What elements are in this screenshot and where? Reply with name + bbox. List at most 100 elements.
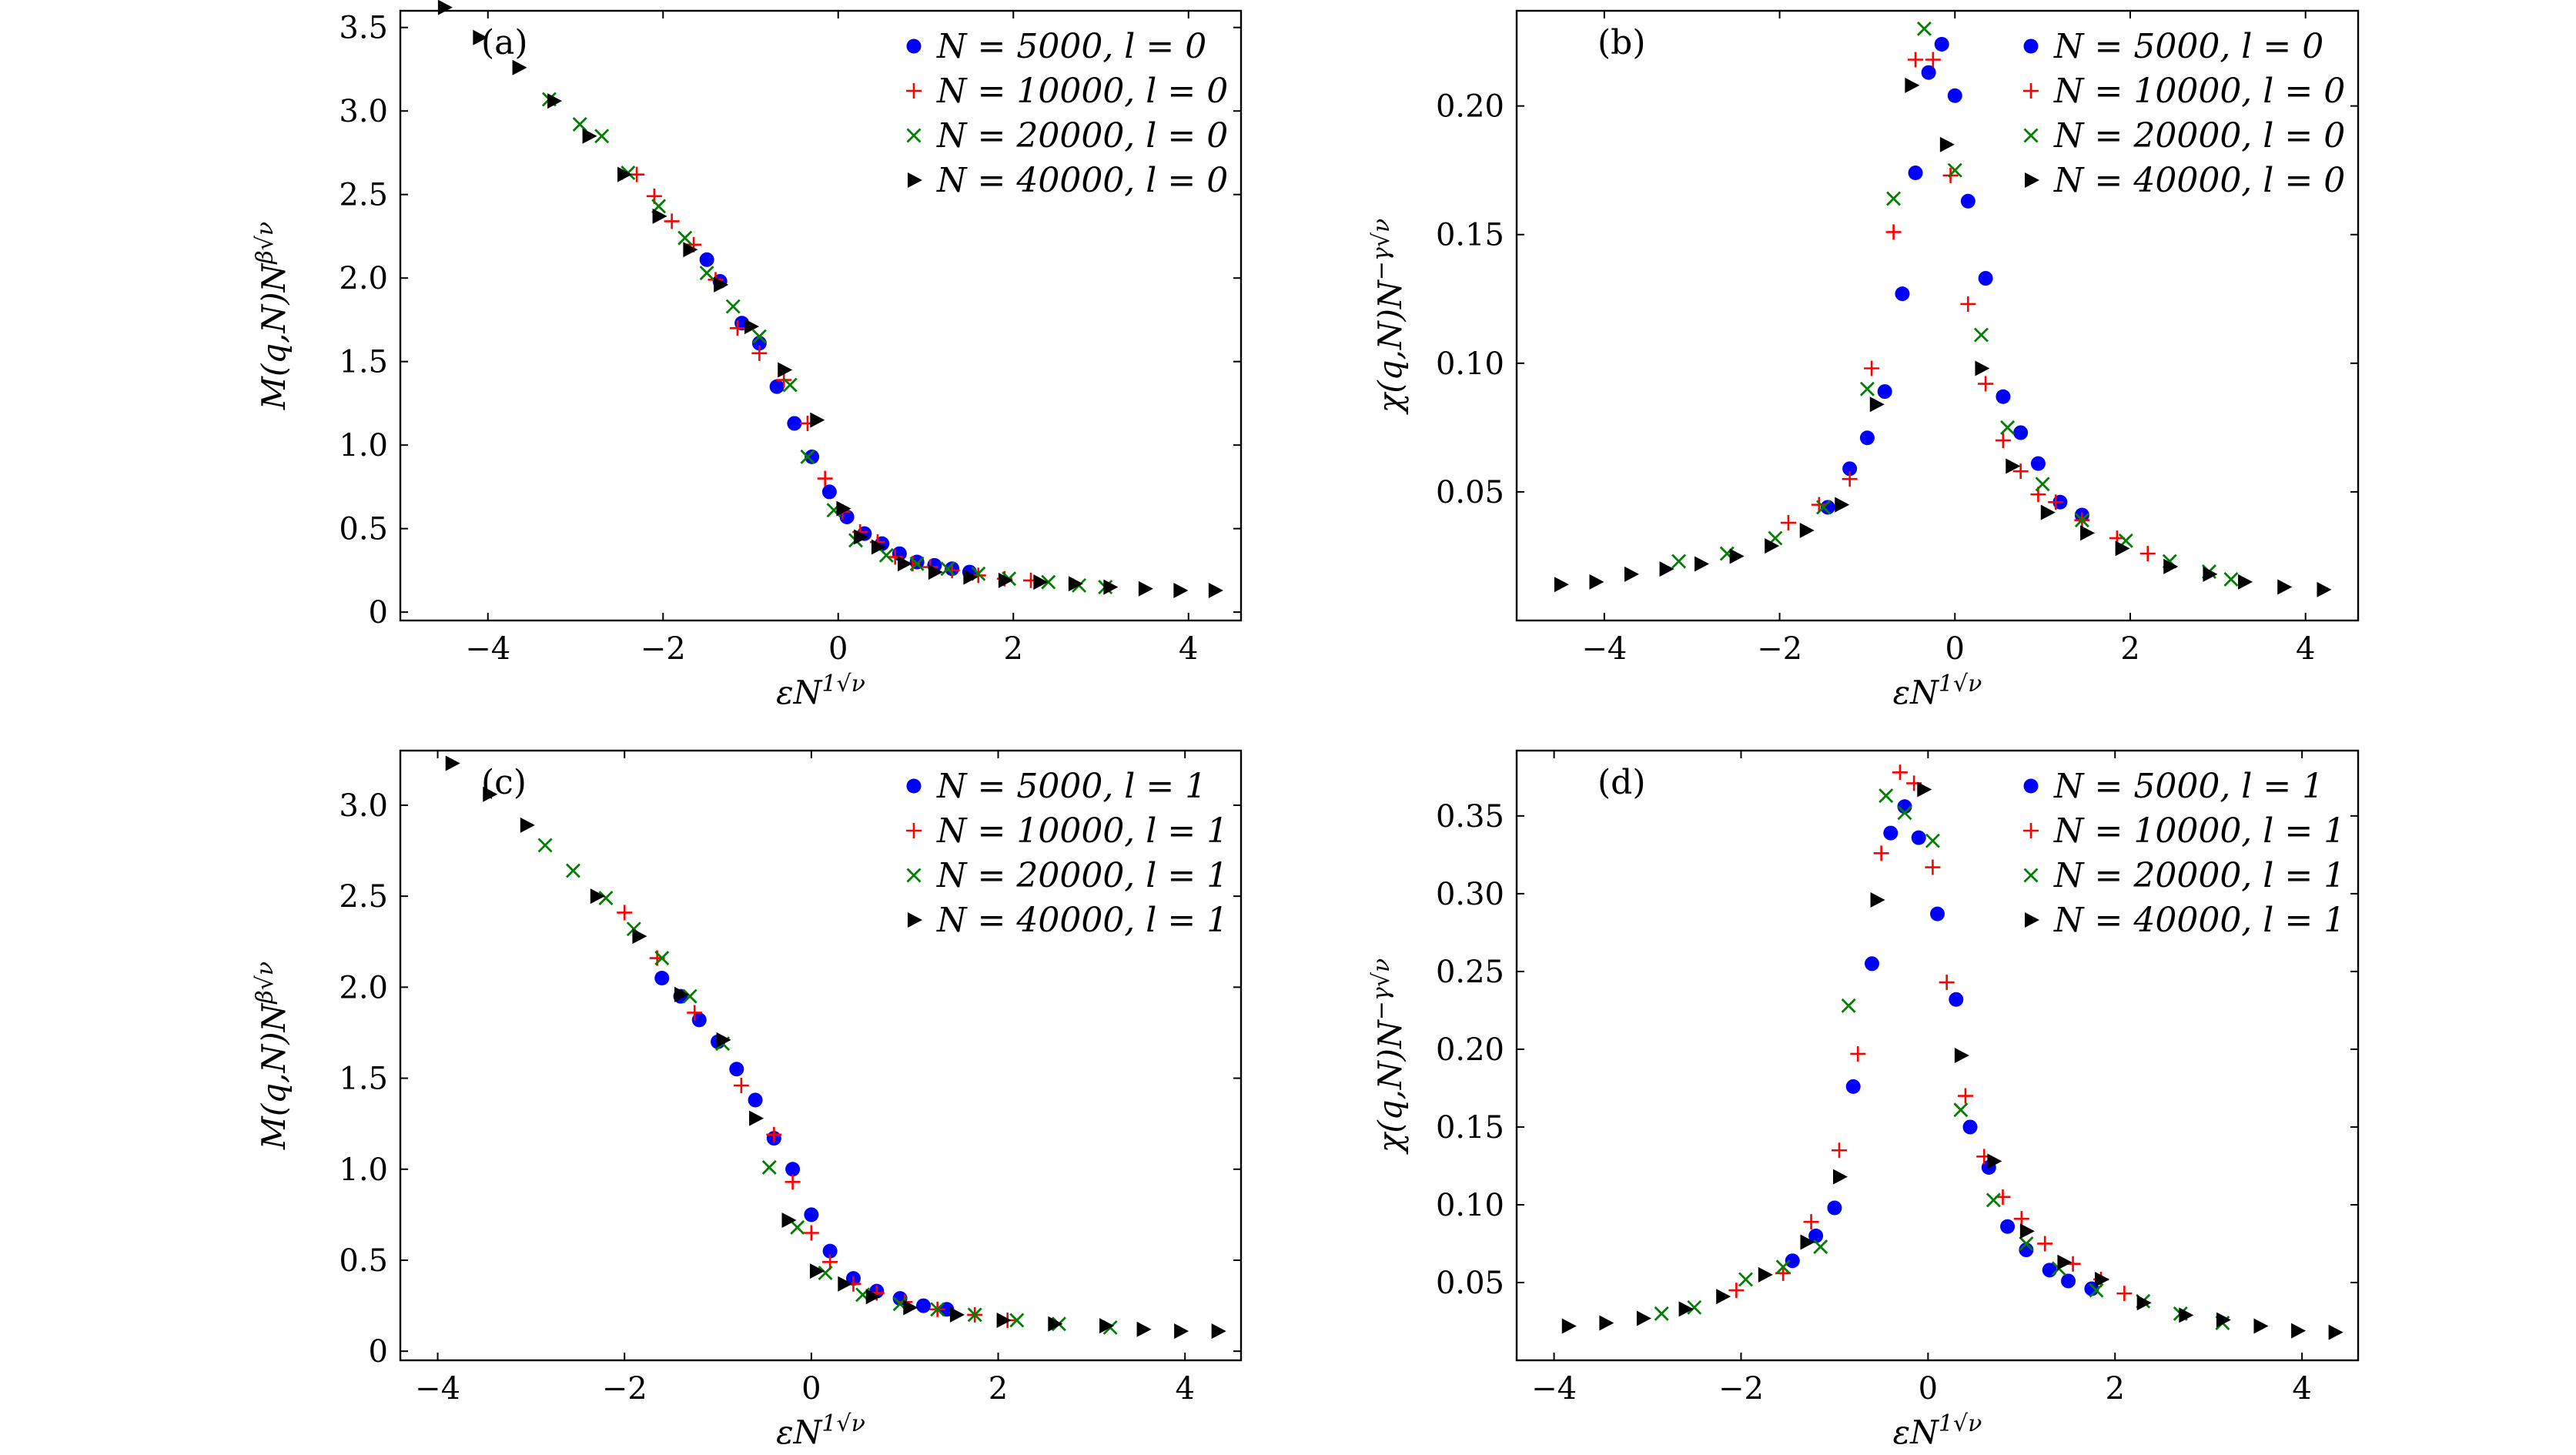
data-point	[1869, 396, 1885, 413]
data-point	[512, 59, 527, 75]
data-point	[1099, 1318, 1115, 1334]
data-point	[1775, 1259, 1791, 1275]
x-tick-label: 0	[1945, 631, 1965, 667]
x-tick-label: 0	[801, 1371, 821, 1406]
data-point	[682, 988, 698, 1004]
legend-label: N = 40000, l = 1	[936, 901, 1228, 940]
legend-marker	[908, 172, 922, 188]
data-point	[699, 252, 714, 267]
data-point	[699, 266, 714, 281]
y-tick-label: 2.0	[339, 261, 388, 296]
x-tick-label: 0	[828, 631, 848, 667]
legend-label: N = 10000, l = 0	[2053, 72, 2345, 111]
data-point	[805, 449, 820, 464]
legend-marker	[906, 128, 922, 143]
data-point	[761, 1159, 777, 1175]
data-point	[1842, 471, 1858, 487]
data-point	[1654, 1306, 1669, 1321]
x-tick-label: 2	[1004, 631, 1023, 667]
data-point	[1174, 1323, 1189, 1340]
data-point	[520, 817, 535, 833]
data-point	[1624, 566, 1640, 582]
data-point	[769, 379, 785, 394]
data-point	[778, 362, 793, 378]
data-point	[1870, 891, 1885, 908]
data-point	[674, 986, 689, 1002]
data-point	[1885, 224, 1902, 240]
data-point	[1845, 1079, 1861, 1094]
data-point	[1554, 577, 1569, 593]
legend-marker	[2025, 172, 2039, 188]
series-1	[654, 971, 955, 1317]
data-point	[2040, 504, 2056, 520]
data-point	[1962, 1119, 1978, 1135]
legend-label: N = 10000, l = 1	[936, 811, 1228, 851]
data-point	[2179, 1307, 2194, 1323]
legend-marker	[906, 778, 922, 794]
data-point	[751, 329, 767, 344]
data-point	[1925, 833, 1940, 848]
data-point	[1864, 360, 1880, 376]
data-point	[998, 572, 1013, 588]
data-point	[1785, 1253, 1800, 1269]
data-point	[1911, 830, 1926, 845]
data-point	[1916, 21, 1932, 36]
plot-frame	[1515, 749, 2360, 1362]
data-point	[1803, 1214, 1819, 1230]
y-tick-label: 0.35	[1436, 799, 1504, 835]
data-point	[940, 561, 955, 577]
data-point	[963, 569, 979, 585]
legend-label: N = 40000, l = 0	[936, 161, 1228, 200]
data-point	[1859, 381, 1875, 396]
data-point	[804, 1207, 819, 1223]
data-point	[781, 1212, 797, 1228]
data-point	[691, 1012, 707, 1028]
data-point	[1636, 1310, 1651, 1326]
y-tick-label: 1.0	[339, 1152, 388, 1188]
data-point	[537, 838, 553, 853]
data-point	[836, 500, 851, 517]
data-point	[1978, 376, 1994, 392]
legend-label: N = 5000, l = 0	[2053, 27, 2323, 66]
data-point	[787, 416, 802, 431]
data-point	[1873, 845, 1889, 861]
data-point	[1827, 1200, 1842, 1216]
data-point	[1671, 554, 1687, 569]
data-point	[1895, 286, 1910, 302]
data-point	[725, 299, 741, 314]
data-point	[1138, 580, 1153, 597]
data-point	[1878, 788, 1894, 804]
y-tick-label: 2.5	[339, 178, 388, 213]
data-point	[1953, 1102, 1969, 1118]
data-point	[1561, 1318, 1577, 1334]
data-point	[838, 1276, 853, 1292]
legend-marker	[2023, 868, 2039, 883]
x-tick-label: 2	[989, 1371, 1008, 1406]
legend-label: N = 40000, l = 0	[2053, 161, 2345, 200]
data-point	[821, 484, 837, 500]
data-point	[2163, 558, 2179, 574]
data-point	[909, 556, 925, 571]
plot-frame	[399, 749, 1243, 1362]
data-point	[748, 1092, 763, 1108]
x-tick-label: −2	[641, 631, 686, 667]
data-point	[1831, 1142, 1847, 1159]
data-point	[2013, 1211, 2029, 1227]
y-tick-label: 0.25	[1436, 955, 1504, 990]
legend-marker	[2023, 778, 2039, 794]
data-point	[1813, 1239, 1828, 1254]
y-tick-label: 0.15	[1436, 218, 1504, 253]
data-point	[1996, 389, 2011, 404]
data-point	[751, 345, 768, 361]
legend-marker	[2023, 38, 2039, 54]
x-tick-label: −2	[602, 1371, 647, 1406]
data-point	[790, 1219, 805, 1235]
data-point	[1917, 781, 1932, 798]
panel-d: −4 −2 0 2 4 0.05 0.10 0.15 0.20 0.25 0.30 0.35 εN1√ν…	[1368, 749, 2360, 1451]
legend-label: N = 20000, l = 1	[2053, 856, 2345, 895]
legend-label: N = 10000, l = 1	[2053, 811, 2345, 851]
data-point	[2061, 1273, 2076, 1289]
data-point	[1599, 1315, 1614, 1331]
y-tick-label: 1.0	[339, 428, 388, 463]
